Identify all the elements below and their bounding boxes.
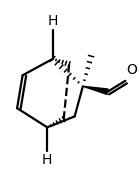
- Text: O: O: [126, 63, 137, 77]
- Text: H: H: [42, 153, 52, 167]
- Text: H: H: [48, 14, 58, 28]
- Polygon shape: [83, 86, 108, 94]
